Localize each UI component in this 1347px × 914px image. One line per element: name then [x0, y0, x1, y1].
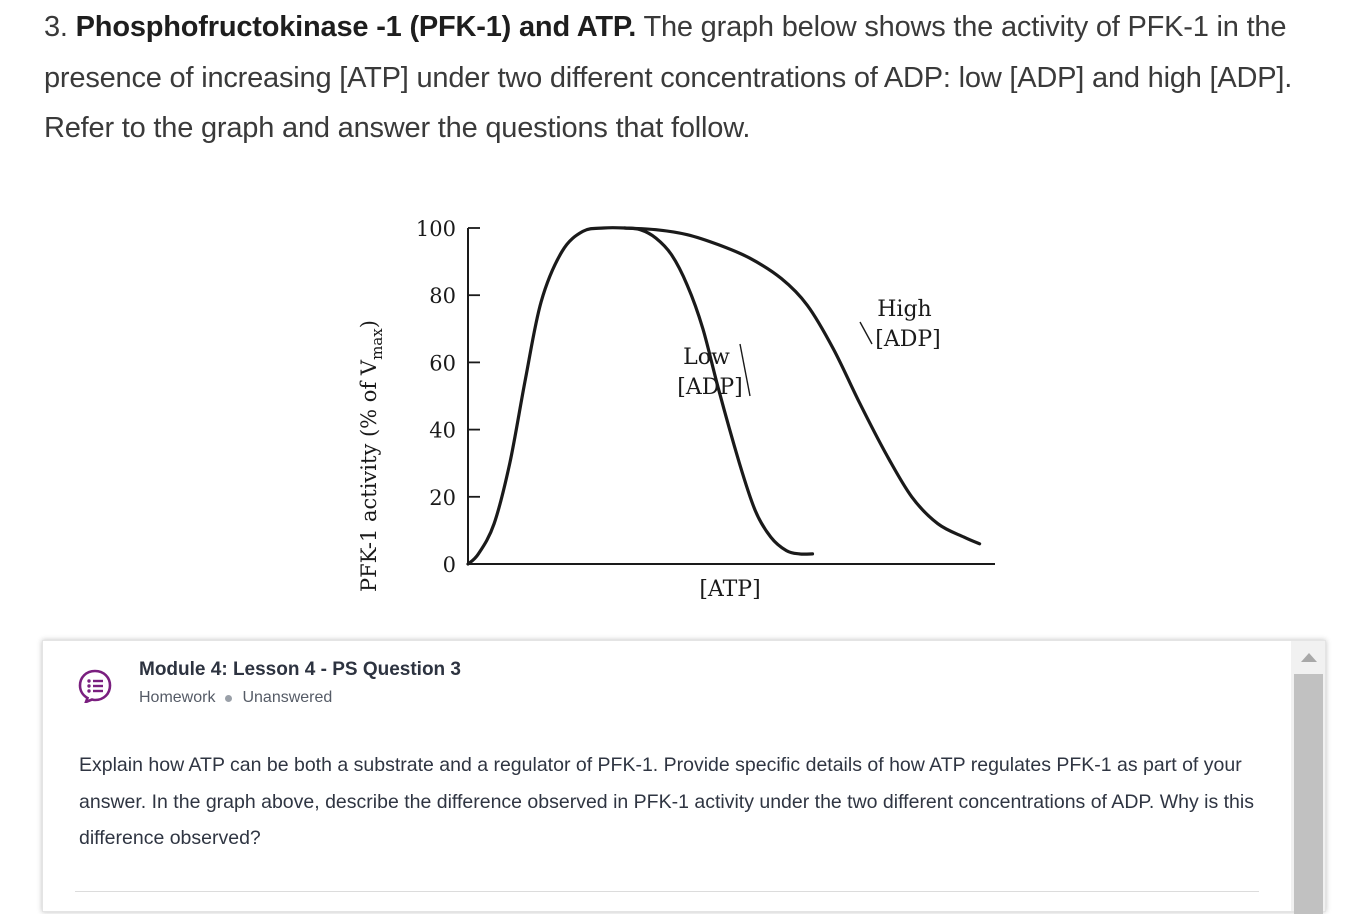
y-axis: 0 20 40 60 80 100: [416, 217, 480, 577]
separator-dot: [225, 694, 233, 702]
problem-title: Phosphofructokinase -1 (PFK-1) and ATP.: [75, 11, 637, 43]
series-label-low-adp: Low [ADP]: [677, 345, 743, 400]
question-status: Unanswered: [242, 689, 333, 706]
y-tick-label: 0: [443, 553, 456, 577]
low-adp-label-pointer: [739, 343, 751, 397]
y-tick-label: 80: [429, 284, 456, 308]
series-label-high-adp: High [ADP]: [875, 297, 941, 352]
high-adp-label-pointer: [859, 321, 873, 345]
y-tick-label: 60: [429, 351, 456, 375]
series-label-low-line2: [ADP]: [677, 375, 743, 400]
y-tick-label: 20: [429, 486, 456, 510]
x-axis-label: [ATP]: [699, 577, 760, 602]
series-label-low-line1: Low: [683, 345, 730, 370]
series-line-low-adp: [466, 226, 815, 566]
problem-intro: 3. Phosphofructokinase -1 (PFK-1) and AT…: [44, 2, 1314, 154]
series-line-high-adp: [623, 226, 982, 546]
problem-text: The graph below shows the activity of PF…: [44, 11, 1293, 144]
scrollbar-thumb[interactable]: [1294, 674, 1323, 914]
y-axis-label: PFK-1 activity (% of Vmax): [357, 320, 386, 592]
series-label-high-line2: [ADP]: [875, 327, 941, 352]
series-label-high-line1: High: [877, 297, 931, 322]
question-meta: Homework Unanswered: [139, 689, 332, 707]
scrollbar[interactable]: [1291, 641, 1325, 914]
problem-number: 3.: [44, 11, 68, 43]
question-list-icon: [78, 669, 112, 703]
question-body: Explain how ATP can be both a substrate …: [79, 754, 1254, 849]
y-tick-label: 100: [416, 217, 456, 241]
question-type: Homework: [139, 689, 216, 706]
question-title[interactable]: Module 4: Lesson 4 - PS Question 3: [139, 659, 461, 680]
question-card: Module 4: Lesson 4 - PS Question 3 Homew…: [42, 640, 1326, 914]
scroll-up-arrow-icon[interactable]: [1301, 653, 1317, 662]
series-lines: [466, 226, 982, 566]
y-tick-label: 40: [429, 419, 456, 443]
answer-box-top-border[interactable]: [75, 891, 1259, 892]
